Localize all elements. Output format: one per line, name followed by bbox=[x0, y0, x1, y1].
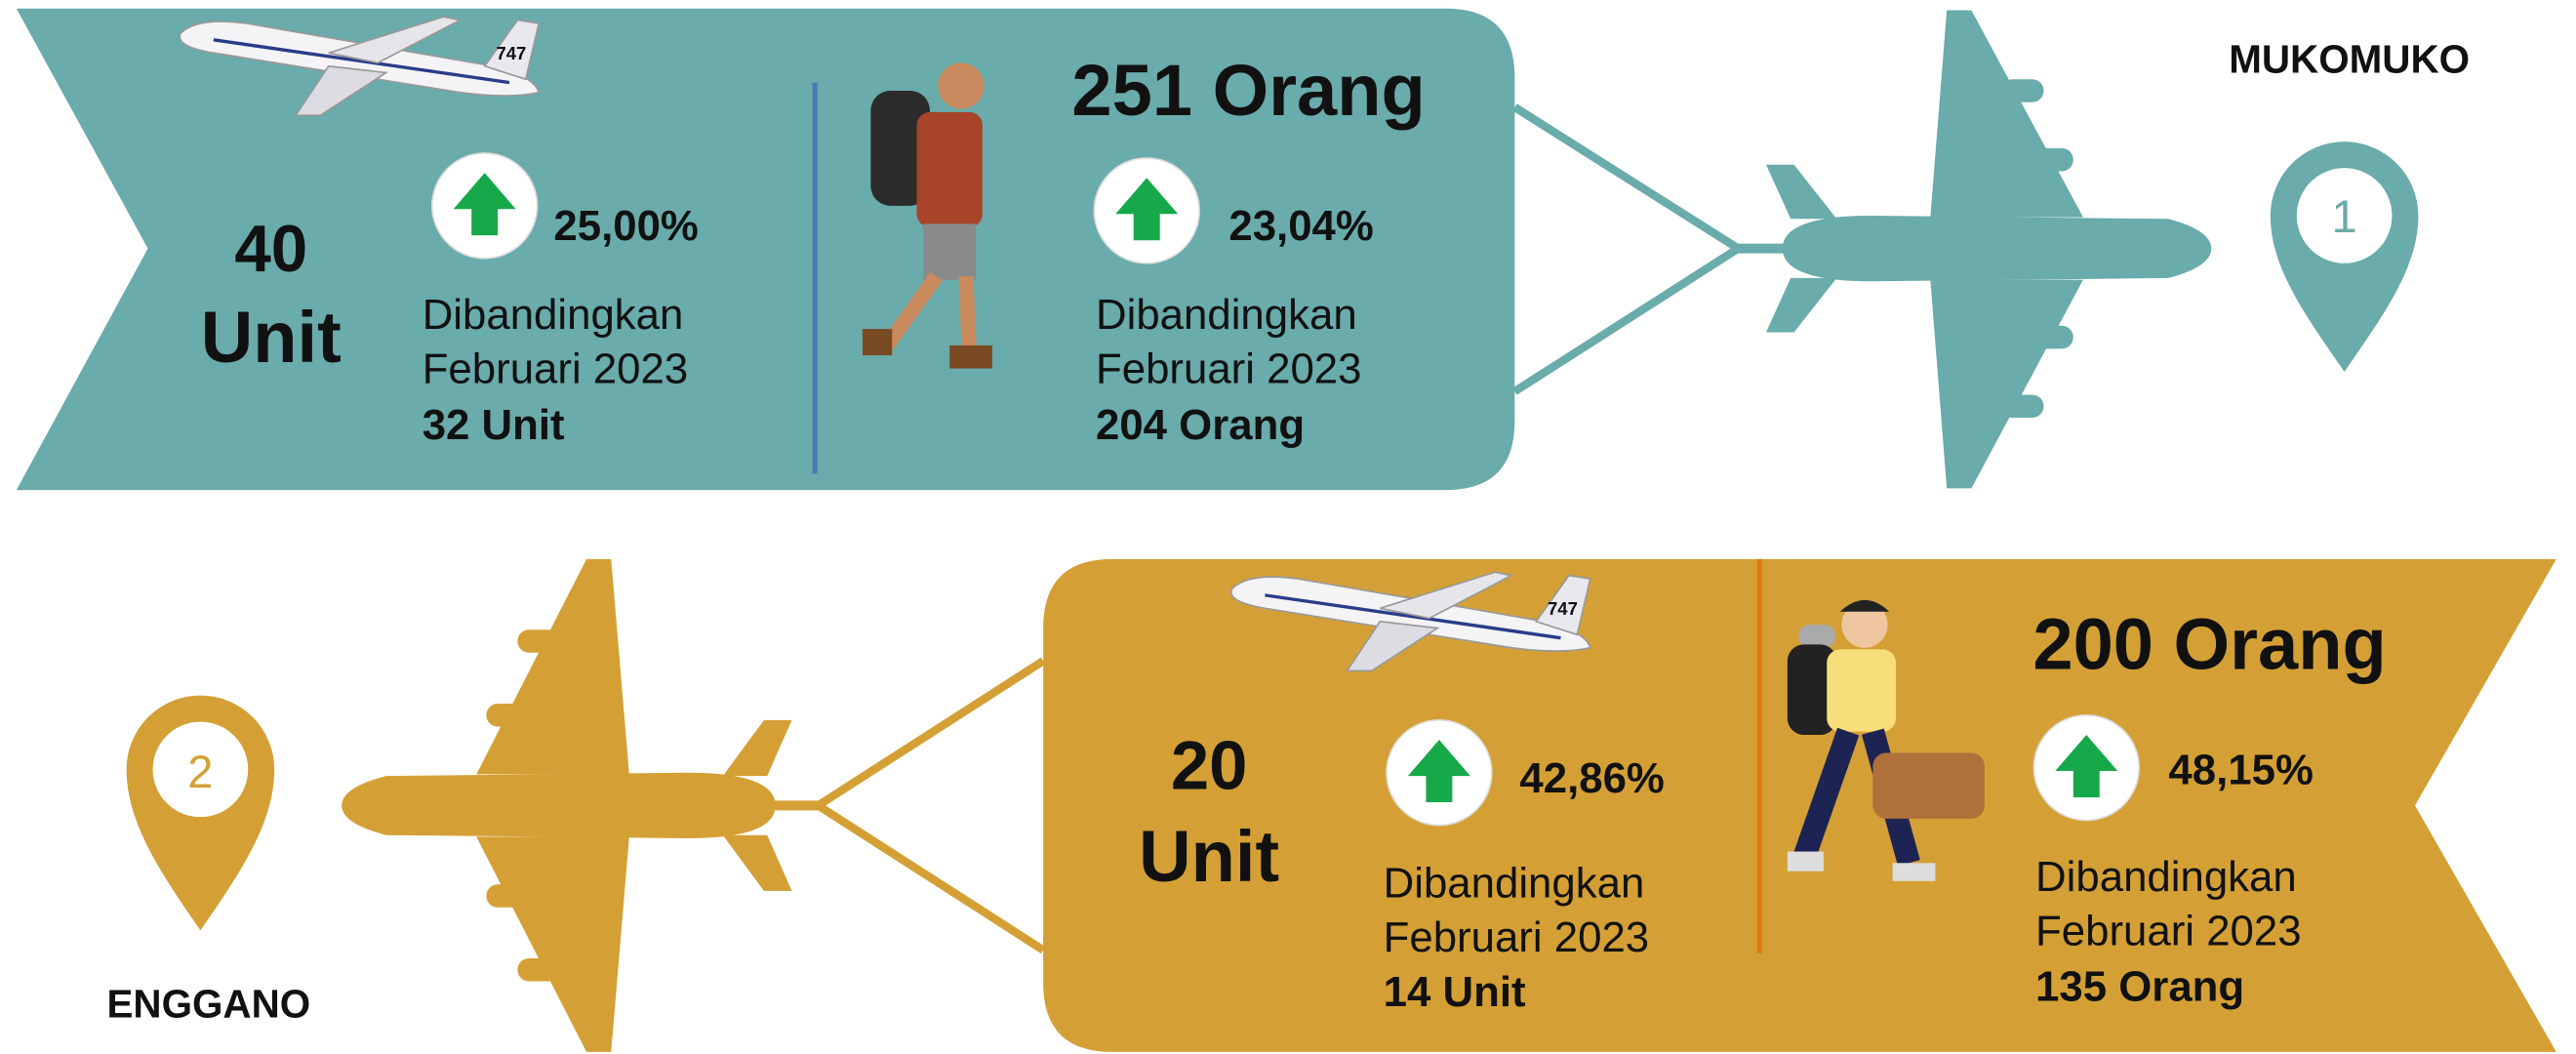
aircraft-change: 42,86% bbox=[1519, 754, 1664, 802]
increase-icon bbox=[430, 152, 539, 260]
location-name: MUKOMUKO bbox=[2229, 36, 2470, 81]
aircraft-count: 40 bbox=[234, 213, 307, 286]
aircraft-unit: Unit bbox=[201, 297, 342, 378]
previous-value: 32 Unit bbox=[423, 401, 565, 449]
comparison-period: Februari 2023 bbox=[1384, 913, 1650, 961]
passenger-count: 251 Orang bbox=[1071, 50, 1425, 131]
banner bbox=[1043, 558, 2556, 1052]
plane-icon bbox=[342, 558, 822, 1052]
passenger-count: 200 Orang bbox=[2033, 604, 2386, 685]
banner bbox=[16, 8, 1515, 491]
comparison-label: Dibandingkan bbox=[1384, 860, 1645, 908]
previous-value: 14 Unit bbox=[1384, 968, 1526, 1016]
increase-icon bbox=[1093, 157, 1200, 264]
passenger-change: 23,04% bbox=[1228, 202, 1373, 250]
plane-icon bbox=[1734, 10, 2212, 489]
comparison-period: Februari 2023 bbox=[2035, 907, 2302, 954]
connector bbox=[810, 657, 1046, 954]
pin-number: 1 bbox=[2331, 190, 2356, 242]
aircraft-unit: Unit bbox=[1139, 816, 1279, 897]
passenger-change: 48,15% bbox=[2168, 746, 2313, 793]
traveler-image bbox=[862, 62, 992, 369]
comparison-period: Februari 2023 bbox=[1096, 345, 1362, 393]
traveler-image bbox=[1787, 599, 1985, 881]
connector bbox=[1512, 103, 1747, 395]
location-name: ENGGANO bbox=[106, 982, 310, 1027]
previous-value: 135 Orang bbox=[2035, 963, 2244, 1011]
aircraft-change: 25,00% bbox=[553, 202, 698, 250]
comparison-label: Dibandingkan bbox=[1096, 291, 1357, 339]
previous-value: 204 Orang bbox=[1096, 401, 1305, 449]
comparison-period: Februari 2023 bbox=[423, 345, 689, 393]
aircraft-count: 20 bbox=[1171, 727, 1248, 804]
pin-number: 2 bbox=[187, 746, 213, 797]
comparison-label: Dibandingkan bbox=[2035, 853, 2297, 901]
increase-icon bbox=[2033, 713, 2140, 822]
location-pin: 2 bbox=[126, 695, 275, 931]
comparison-label: Dibandingkan bbox=[423, 291, 684, 339]
increase-icon bbox=[1386, 718, 1493, 827]
location-pin: 1 bbox=[2270, 142, 2419, 372]
